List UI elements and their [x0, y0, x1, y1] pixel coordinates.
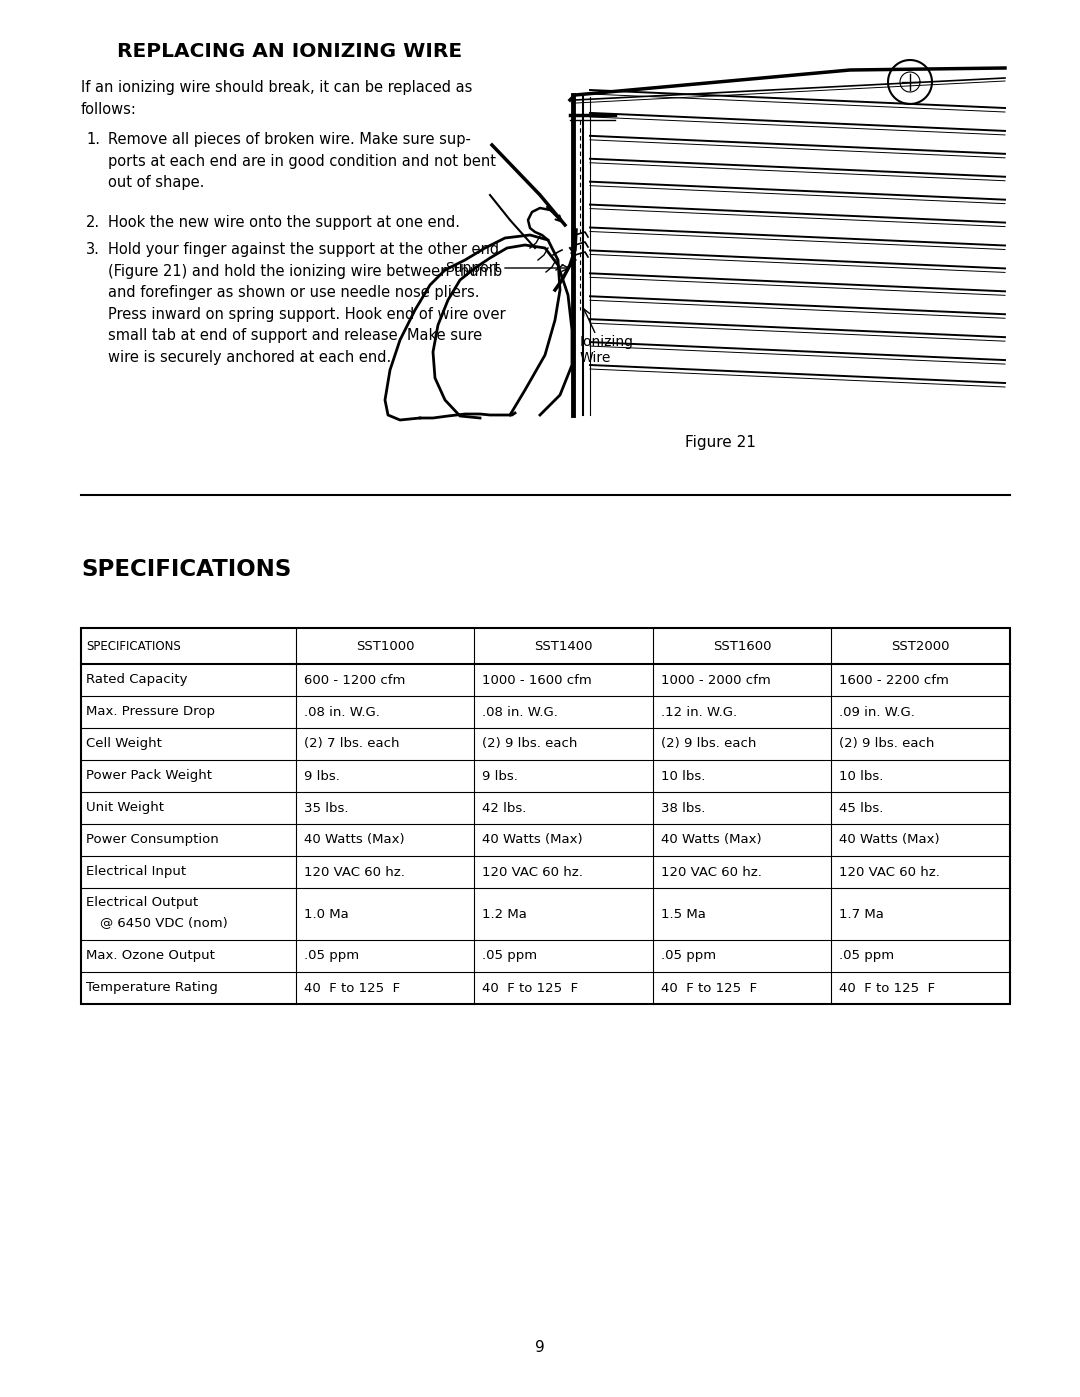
Text: 40  F to 125  F: 40 F to 125 F	[661, 982, 757, 995]
Text: Unit Weight: Unit Weight	[86, 802, 164, 814]
Text: .08 in. W.G.: .08 in. W.G.	[482, 705, 558, 718]
Text: 42 lbs.: 42 lbs.	[482, 802, 526, 814]
Text: Remove all pieces of broken wire. Make sure sup-
ports at each end are in good c: Remove all pieces of broken wire. Make s…	[108, 131, 496, 190]
Text: (2) 9 lbs. each: (2) 9 lbs. each	[482, 738, 578, 750]
Text: .05 ppm: .05 ppm	[303, 950, 360, 963]
Text: Power Pack Weight: Power Pack Weight	[86, 770, 212, 782]
Text: 120 VAC 60 hz.: 120 VAC 60 hz.	[482, 866, 583, 879]
Text: SST1000: SST1000	[355, 640, 415, 652]
Text: 40  F to 125  F: 40 F to 125 F	[839, 982, 935, 995]
Text: 38 lbs.: 38 lbs.	[661, 802, 705, 814]
Bar	[81, 629, 1010, 1004]
Text: 9 lbs.: 9 lbs.	[303, 770, 340, 782]
Text: 40  F to 125  F: 40 F to 125 F	[303, 982, 400, 995]
Text: REPLACING AN IONIZING WIRE: REPLACING AN IONIZING WIRE	[118, 42, 462, 61]
Text: 120 VAC 60 hz.: 120 VAC 60 hz.	[839, 866, 940, 879]
Text: 40 Watts (Max): 40 Watts (Max)	[839, 834, 940, 847]
Text: Max. Pressure Drop: Max. Pressure Drop	[86, 705, 215, 718]
Text: (2) 9 lbs. each: (2) 9 lbs. each	[661, 738, 756, 750]
Text: 1000 - 2000 cfm: 1000 - 2000 cfm	[661, 673, 771, 686]
Text: SST1400: SST1400	[535, 640, 593, 652]
Text: SPECIFICATIONS: SPECIFICATIONS	[86, 640, 180, 652]
Text: 10 lbs.: 10 lbs.	[661, 770, 705, 782]
Text: Max. Ozone Output: Max. Ozone Output	[86, 950, 215, 963]
Text: 1.0 Ma: 1.0 Ma	[303, 908, 349, 921]
Text: .09 in. W.G.: .09 in. W.G.	[839, 705, 915, 718]
Text: Power Consumption: Power Consumption	[86, 834, 219, 847]
Text: 10 lbs.: 10 lbs.	[839, 770, 883, 782]
Text: 40 Watts (Max): 40 Watts (Max)	[482, 834, 582, 847]
Text: 45 lbs.: 45 lbs.	[839, 802, 883, 814]
Text: (2) 9 lbs. each: (2) 9 lbs. each	[839, 738, 934, 750]
Text: 1000 - 1600 cfm: 1000 - 1600 cfm	[482, 673, 592, 686]
Text: 2.: 2.	[86, 215, 100, 231]
Text: 40 Watts (Max): 40 Watts (Max)	[661, 834, 761, 847]
Text: Rated Capacity: Rated Capacity	[86, 673, 188, 686]
Text: SST1600: SST1600	[713, 640, 771, 652]
Text: 120 VAC 60 hz.: 120 VAC 60 hz.	[303, 866, 405, 879]
Text: Figure 21: Figure 21	[685, 434, 755, 450]
Text: .12 in. W.G.: .12 in. W.G.	[661, 705, 738, 718]
Text: 120 VAC 60 hz.: 120 VAC 60 hz.	[661, 866, 761, 879]
Text: Hook the new wire onto the support at one end.: Hook the new wire onto the support at on…	[108, 215, 460, 231]
Text: 600 - 1200 cfm: 600 - 1200 cfm	[303, 673, 405, 686]
Text: .05 ppm: .05 ppm	[661, 950, 716, 963]
Text: Temperature Rating: Temperature Rating	[86, 982, 218, 995]
Text: SPECIFICATIONS: SPECIFICATIONS	[81, 557, 292, 581]
Text: Electrical Input: Electrical Input	[86, 866, 186, 879]
Text: 1.2 Ma: 1.2 Ma	[482, 908, 527, 921]
Text: @ 6450 VDC (nom): @ 6450 VDC (nom)	[100, 916, 228, 929]
Text: .05 ppm: .05 ppm	[482, 950, 537, 963]
Text: Electrical Output: Electrical Output	[86, 895, 198, 909]
Text: Support: Support	[445, 261, 500, 275]
Text: 35 lbs.: 35 lbs.	[303, 802, 349, 814]
Text: 9 lbs.: 9 lbs.	[482, 770, 518, 782]
Text: 1600 - 2200 cfm: 1600 - 2200 cfm	[839, 673, 949, 686]
Text: SST2000: SST2000	[891, 640, 949, 652]
Text: 1.: 1.	[86, 131, 100, 147]
Text: 9: 9	[535, 1340, 545, 1355]
Text: 1.7 Ma: 1.7 Ma	[839, 908, 883, 921]
Text: 1.5 Ma: 1.5 Ma	[661, 908, 706, 921]
Text: .08 in. W.G.: .08 in. W.G.	[303, 705, 380, 718]
Text: .05 ppm: .05 ppm	[839, 950, 894, 963]
Text: (2) 7 lbs. each: (2) 7 lbs. each	[303, 738, 400, 750]
Text: 3.: 3.	[86, 242, 100, 257]
Text: Ionizing
Wire: Ionizing Wire	[580, 335, 634, 365]
Text: If an ionizing wire should break, it can be replaced as
follows:: If an ionizing wire should break, it can…	[81, 80, 472, 117]
Text: Hold your finger against the support at the other end
(Figure 21) and hold the i: Hold your finger against the support at …	[108, 242, 505, 365]
Text: Cell Weight: Cell Weight	[86, 738, 162, 750]
Text: 40  F to 125  F: 40 F to 125 F	[482, 982, 578, 995]
Text: 40 Watts (Max): 40 Watts (Max)	[303, 834, 405, 847]
